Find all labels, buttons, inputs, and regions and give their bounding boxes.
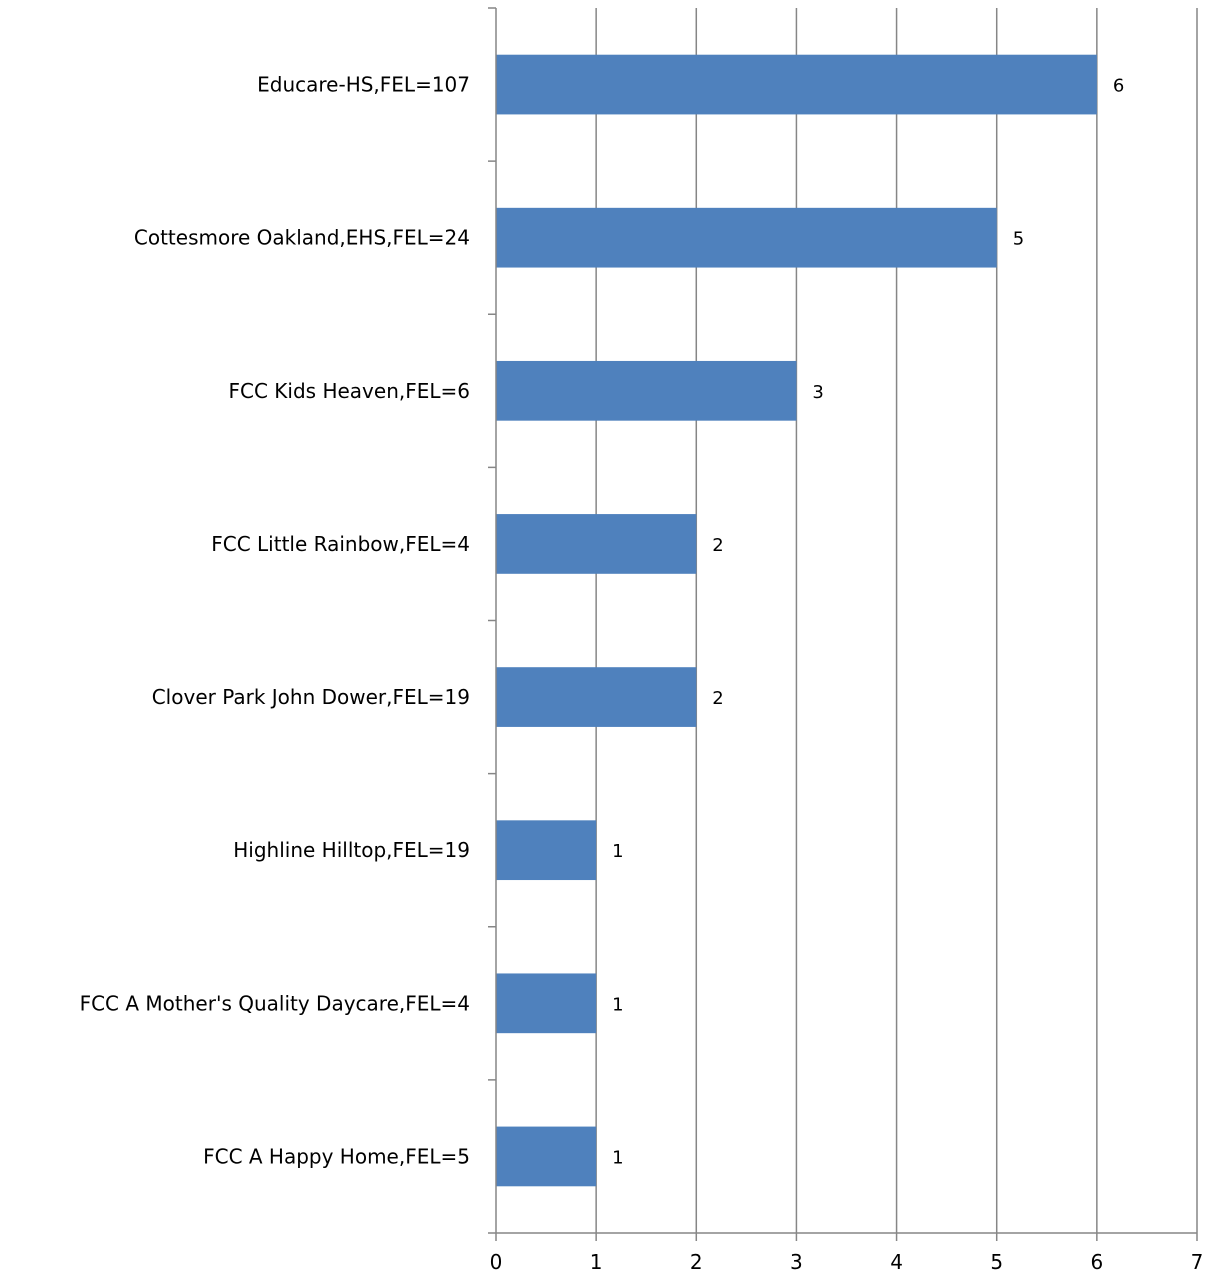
bar-2[interactable]	[496, 207, 997, 268]
data-label: 2	[712, 688, 723, 709]
bar-8[interactable]	[496, 1126, 597, 1187]
data-label: 1	[612, 1147, 623, 1168]
bars	[496, 54, 1097, 1187]
x-tick-label: 1	[590, 1250, 603, 1274]
x-tick-label: 4	[890, 1250, 903, 1274]
bar-5[interactable]	[496, 667, 697, 727]
bar-6[interactable]	[496, 820, 597, 881]
data-label: 3	[812, 382, 823, 403]
gridlines	[595, 8, 1198, 1233]
data-label: 6	[1113, 76, 1124, 97]
data-label: 1	[612, 994, 623, 1015]
x-tick-label: 0	[490, 1250, 503, 1274]
data-label: 5	[1013, 229, 1024, 250]
bar-1[interactable]	[496, 54, 1097, 115]
bar-3[interactable]	[496, 360, 797, 421]
axes	[488, 7, 1198, 1241]
category-label: Clover Park John Dower,FEL=19	[152, 685, 470, 709]
category-label: Highline Hilltop,FEL=19	[233, 838, 470, 862]
category-label: Educare-HS,FEL=107	[257, 73, 470, 97]
data-label: 1	[612, 841, 623, 862]
x-tick-label: 7	[1191, 1250, 1204, 1274]
labels: 0 1 2 3 4 5 6 7 Educare-HS,FEL=107 6 Cottesmore Oa…	[80, 73, 1204, 1274]
category-label: FCC A Happy Home,FEL=5	[203, 1144, 470, 1168]
x-tick-label: 2	[690, 1250, 703, 1274]
category-label: Cottesmore Oakland,EHS,FEL=24	[134, 226, 470, 250]
x-tick-label: 6	[1090, 1250, 1103, 1274]
bar-7[interactable]	[496, 973, 597, 1034]
category-label: FCC Little Rainbow,FEL=4	[211, 532, 470, 556]
category-label: FCC A Mother's Quality Daycare,FEL=4	[80, 991, 470, 1015]
x-tick-label: 5	[990, 1250, 1003, 1274]
bar-4[interactable]	[496, 514, 697, 574]
category-label: FCC Kids Heaven,FEL=6	[229, 379, 470, 403]
x-tick-label: 3	[790, 1250, 803, 1274]
data-label: 2	[712, 535, 723, 556]
